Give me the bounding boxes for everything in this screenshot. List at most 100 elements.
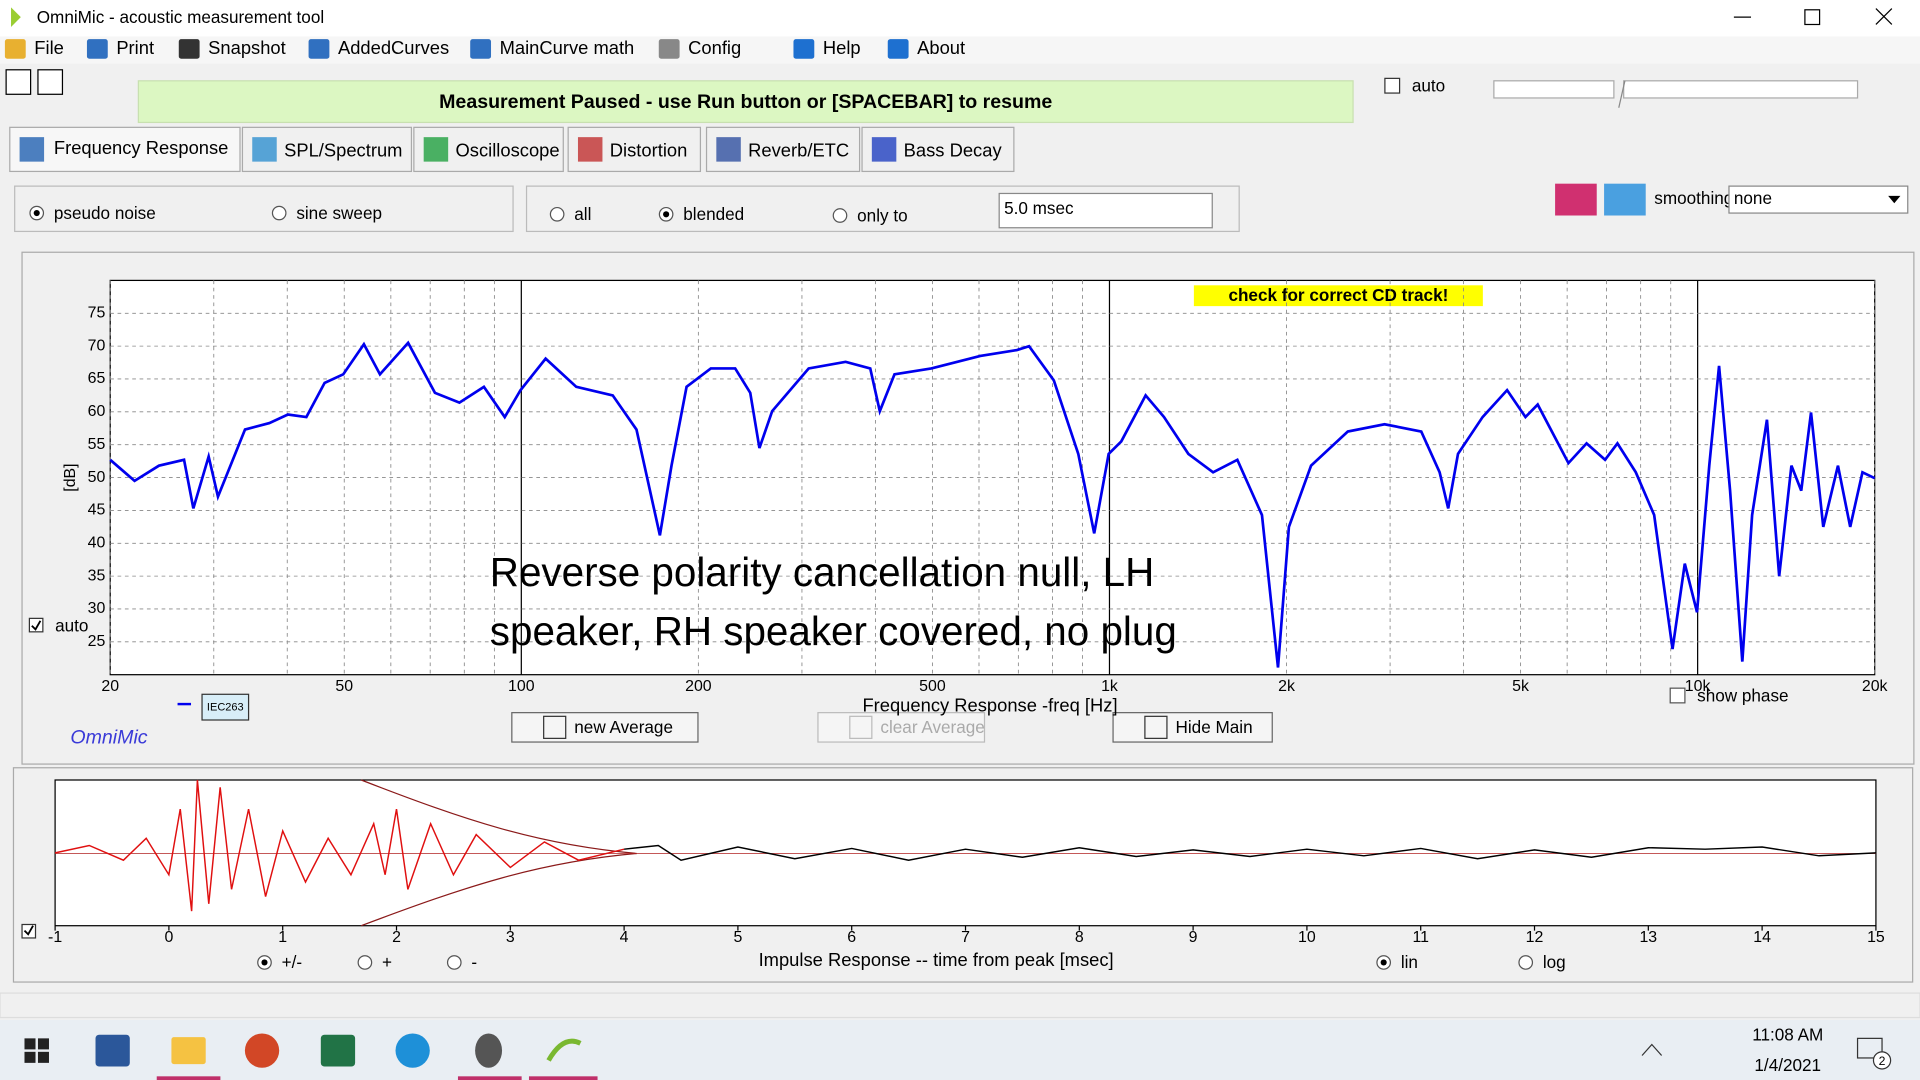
y-tick-label: 75 [88,304,106,321]
menu-item[interactable]: Print [116,37,154,58]
tab[interactable] [9,126,241,173]
x-tick-label: 3 [506,929,515,946]
taskbar [0,1020,1920,1080]
scale-option: log [1543,952,1566,972]
start-tile [37,1051,49,1063]
radio-button[interactable] [549,206,565,222]
tray-arrow[interactable] [1641,1043,1663,1056]
menu-item[interactable]: File [34,37,64,58]
slider-thumb[interactable] [1618,80,1626,108]
x-tick-label: 9 [1189,929,1198,946]
tab-icon [716,137,741,162]
menu-item[interactable]: MainCurve math [500,37,635,58]
alien-icon[interactable] [475,1033,503,1068]
notification-icon[interactable] [1856,1037,1883,1059]
button-icon [543,715,567,739]
x-tick-label: -1 [48,929,62,946]
menu-icon [793,39,815,59]
tab-icon [423,137,449,162]
y-tick-label: 25 [88,633,106,650]
x-tick-label: 20 [101,678,119,695]
tab-bar: Frequency Response SPL/Spectrum Oscillosco… [9,126,1015,173]
title-bar [0,0,1920,37]
data-line [54,779,625,912]
x-tick-label: 11 [1412,929,1429,946]
edge-icon[interactable] [395,1033,430,1068]
radio-button[interactable] [271,205,287,221]
radio-dot [261,959,268,966]
start-button[interactable] [24,1038,49,1063]
button-icon [849,715,873,739]
menu-icon [308,39,330,59]
radio-button[interactable] [1518,955,1534,970]
slider-left[interactable] [1493,80,1615,99]
panel-button[interactable] [1112,712,1273,743]
radio-button[interactable] [357,955,373,970]
color-button[interactable] [1555,183,1597,216]
radio-button[interactable] [446,955,462,970]
panel-button[interactable] [817,712,986,743]
tab-label: Frequency Response [54,137,229,158]
select-arrow [1888,195,1901,204]
smoothing-select[interactable] [1728,185,1909,214]
running-indicator [457,1076,522,1080]
show-phase-checkbox[interactable] [1669,687,1686,704]
slider-right[interactable] [1623,80,1859,99]
signal-option: sine sweep [296,203,382,223]
waterfall-button[interactable] [1604,183,1646,216]
app-icon [11,7,21,27]
x-tick-label: 15 [1867,929,1885,946]
polarity-option: + [382,952,392,972]
y-tick-label: 30 [88,600,106,617]
word-icon[interactable] [95,1034,130,1067]
explorer-icon[interactable] [171,1037,206,1065]
omnimic-icon[interactable] [546,1038,582,1062]
polarity-option: - [471,952,477,972]
tab-label: Bass Decay [904,140,1003,161]
y-axis-label: [dB] [62,463,79,491]
menu-icon [4,39,26,59]
status-text: Measurement Paused - use Run button or [… [439,91,1052,113]
x-tick-label: 1 [278,929,287,946]
tab-label: Distortion [610,140,688,161]
menu-item[interactable]: Snapshot [208,37,286,58]
x-tick-label: 10 [1298,929,1316,946]
auto-checkbox[interactable] [1384,77,1401,94]
clock-time: 11:08 AM [1752,1024,1823,1044]
powerpoint-icon[interactable] [244,1033,280,1068]
x-tick-label: 2 [392,929,401,946]
menu-item[interactable]: Config [688,37,741,58]
radio-dot [33,210,40,217]
impulse-plot-area [54,779,1877,927]
pause-button[interactable] [5,69,32,95]
menu-icon [887,39,909,59]
time-input[interactable] [998,192,1213,229]
notification-count: 2 [1879,1054,1886,1068]
freq-panel [21,251,1915,765]
close-button[interactable] [1875,8,1893,25]
menu-item[interactable]: AddedCurves [338,37,449,58]
menu-icon [178,39,200,59]
radio-button[interactable] [832,208,848,223]
menu-item[interactable]: About [917,37,965,58]
y-tick-label: 45 [88,502,106,519]
annotation: Reverse polarity cancellation null, LH [490,549,1155,595]
menu-item[interactable]: Help [823,37,861,58]
menu-icon [470,39,492,59]
panel-button[interactable] [511,712,699,743]
legend-tag: IEC263 [207,702,244,714]
notification-badge [1872,1051,1892,1070]
excel-icon[interactable] [320,1034,356,1067]
x-tick-label: 50 [335,678,353,695]
restore-button[interactable] [1804,9,1821,26]
x-tick-label: 2k [1278,678,1295,695]
radio-dot [1380,959,1387,966]
run-button[interactable] [37,69,64,95]
data-line [109,340,1876,668]
x-tick-label: 5k [1512,678,1529,695]
warning-box [1193,285,1483,307]
smoothing-value: none [1734,188,1772,208]
brand: OmniMic [70,727,147,749]
window-option: blended [683,204,744,224]
